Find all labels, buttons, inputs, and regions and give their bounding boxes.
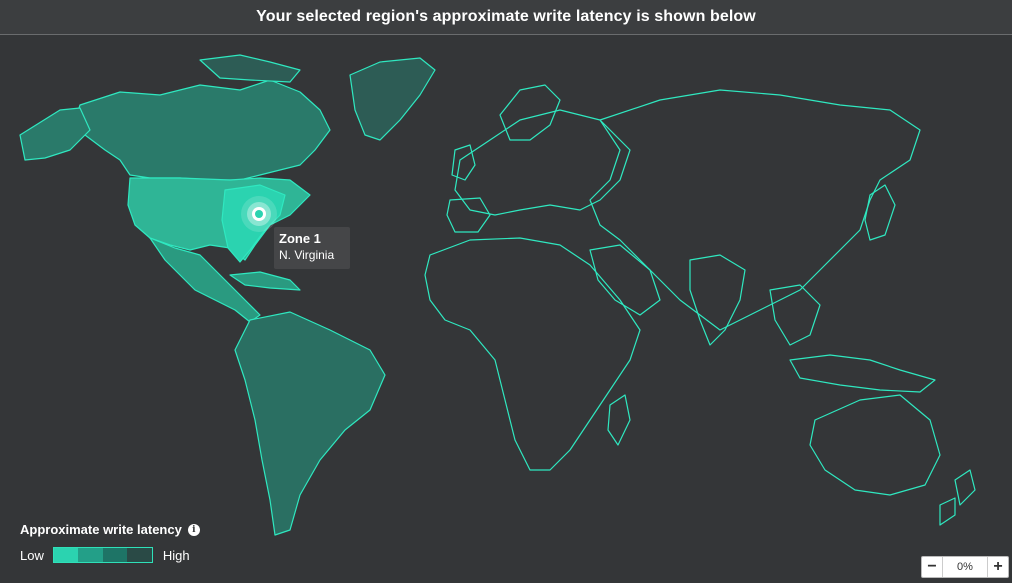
legend-swatch-4 bbox=[127, 548, 152, 562]
caribbean-shape bbox=[229, 271, 301, 291]
us-east-shape bbox=[221, 184, 286, 263]
world-map-svg[interactable] bbox=[0, 35, 1012, 583]
madagascar-shape bbox=[607, 394, 631, 446]
arctic-islands-shape bbox=[199, 54, 301, 83]
alaska-shape bbox=[19, 107, 91, 161]
se-asia-shape bbox=[769, 284, 821, 346]
region-tooltip: Zone 1 N. Virginia bbox=[274, 227, 350, 269]
south-america-shape bbox=[234, 311, 386, 536]
uk-shape bbox=[451, 144, 476, 181]
legend-title-row: Approximate write latency i bbox=[20, 522, 200, 537]
india-shape bbox=[689, 254, 746, 346]
legend-low-label: Low bbox=[20, 547, 44, 563]
legend-swatch-2 bbox=[78, 548, 103, 562]
world-map[interactable]: Zone 1 N. Virginia bbox=[0, 35, 1012, 583]
canada-shape bbox=[74, 79, 331, 181]
australia-shape bbox=[809, 394, 941, 496]
scandinavia-shape bbox=[499, 84, 561, 141]
zoom-out-button[interactable]: − bbox=[927, 558, 937, 575]
tooltip-region-label: N. Virginia bbox=[279, 248, 335, 262]
legend-swatch-1 bbox=[53, 548, 79, 562]
zoom-in-button[interactable]: + bbox=[993, 558, 1003, 575]
legend-swatch-3 bbox=[102, 548, 128, 562]
legend-high-label: High bbox=[162, 547, 190, 563]
new-zealand-south-shape bbox=[939, 497, 956, 526]
legend-title: Approximate write latency bbox=[20, 522, 182, 537]
europe-shape bbox=[454, 109, 631, 216]
legend-scale-row: Low High bbox=[20, 547, 200, 563]
latency-legend: Approximate write latency i Low High bbox=[20, 522, 200, 563]
page-title: Your selected region's approximate write… bbox=[256, 8, 756, 25]
info-icon[interactable]: i bbox=[187, 523, 200, 536]
location-marker-icon[interactable] bbox=[241, 196, 277, 232]
zoom-level: 0% bbox=[942, 557, 988, 577]
new-zealand-shape bbox=[954, 469, 976, 506]
japan-shape bbox=[864, 184, 896, 241]
arabia-shape bbox=[589, 244, 661, 316]
zoom-control: − 0% + bbox=[921, 556, 1009, 578]
indonesia-shape bbox=[789, 354, 936, 393]
page-header: Your selected region's approximate write… bbox=[0, 0, 1012, 35]
greenland-shape bbox=[349, 57, 436, 141]
asia-shape bbox=[589, 89, 921, 331]
iberia-shape bbox=[446, 197, 491, 233]
africa-shape bbox=[424, 237, 641, 471]
tooltip-zone-label: Zone 1 bbox=[279, 231, 321, 246]
legend-color-scale bbox=[52, 547, 153, 563]
